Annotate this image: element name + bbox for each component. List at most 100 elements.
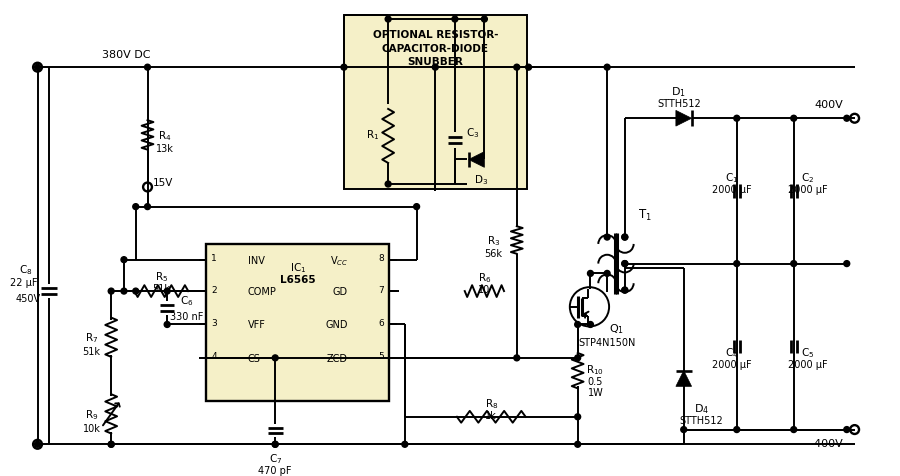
Text: D$_1$: D$_1$	[671, 85, 687, 99]
Text: C$_1$: C$_1$	[725, 171, 739, 185]
Circle shape	[680, 426, 687, 433]
Circle shape	[734, 261, 740, 267]
Circle shape	[272, 355, 278, 361]
Circle shape	[432, 65, 438, 71]
Polygon shape	[469, 152, 484, 168]
Circle shape	[844, 261, 850, 267]
Text: 1k: 1k	[485, 410, 497, 420]
Text: 10: 10	[478, 285, 491, 295]
Text: 10k: 10k	[83, 423, 101, 433]
Text: 15V: 15V	[152, 178, 173, 188]
Text: R$_1$: R$_1$	[365, 128, 379, 141]
Text: C$_5$: C$_5$	[801, 346, 814, 359]
Text: VFF: VFF	[248, 320, 266, 330]
Text: IC$_1$: IC$_1$	[290, 261, 306, 275]
Text: 51k: 51k	[83, 346, 101, 356]
Circle shape	[791, 426, 796, 433]
Circle shape	[108, 441, 114, 447]
Text: CAPACITOR-DIODE: CAPACITOR-DIODE	[382, 43, 489, 53]
Text: 2000 µF: 2000 µF	[788, 185, 827, 195]
Circle shape	[145, 204, 150, 210]
Text: SNUBBER: SNUBBER	[408, 57, 464, 67]
Circle shape	[452, 17, 458, 23]
Text: CS: CS	[248, 353, 261, 363]
Text: 3: 3	[212, 318, 217, 327]
Circle shape	[133, 204, 139, 210]
Text: 470 pF: 470 pF	[258, 465, 292, 475]
Text: 8: 8	[378, 254, 384, 263]
Text: INV: INV	[248, 255, 265, 265]
Circle shape	[844, 426, 850, 433]
Text: 7: 7	[378, 285, 384, 294]
Circle shape	[108, 441, 114, 447]
Circle shape	[622, 235, 628, 240]
Text: 2: 2	[212, 285, 217, 294]
Text: 2000 µF: 2000 µF	[712, 359, 751, 369]
Circle shape	[34, 65, 40, 71]
Circle shape	[622, 261, 628, 267]
Circle shape	[575, 355, 580, 361]
Text: 0.5: 0.5	[588, 377, 603, 387]
Text: C$_8$: C$_8$	[19, 263, 32, 277]
Text: D$_3$: D$_3$	[474, 173, 489, 187]
Circle shape	[526, 65, 532, 71]
Text: 5: 5	[378, 352, 384, 361]
Text: R$_3$: R$_3$	[487, 234, 500, 248]
Text: 330 nF: 330 nF	[170, 311, 203, 321]
Circle shape	[514, 355, 519, 361]
Text: 1: 1	[212, 254, 217, 263]
Bar	[206, 245, 389, 401]
Circle shape	[272, 441, 278, 447]
Circle shape	[121, 288, 127, 295]
Circle shape	[734, 116, 740, 122]
Circle shape	[604, 65, 610, 71]
Text: C$_6$: C$_6$	[180, 293, 194, 307]
Circle shape	[482, 17, 487, 23]
Text: STTH512: STTH512	[657, 99, 701, 109]
Text: R$_9$: R$_9$	[85, 407, 98, 421]
Circle shape	[588, 322, 593, 328]
Circle shape	[575, 414, 580, 420]
Text: COMP: COMP	[248, 287, 276, 297]
Circle shape	[622, 235, 628, 240]
Circle shape	[121, 257, 127, 263]
Circle shape	[341, 65, 346, 71]
Text: OPTIONAL RESISTOR-: OPTIONAL RESISTOR-	[373, 30, 498, 40]
Text: 400V: 400V	[814, 100, 842, 110]
Text: 2000 µF: 2000 µF	[788, 359, 827, 369]
Circle shape	[272, 441, 278, 447]
Text: R$_6$: R$_6$	[478, 271, 491, 285]
Circle shape	[108, 288, 114, 295]
Text: R$_7$: R$_7$	[85, 331, 98, 345]
Circle shape	[133, 288, 139, 295]
Text: 13k: 13k	[157, 143, 174, 153]
Polygon shape	[676, 111, 691, 127]
Text: C$_2$: C$_2$	[801, 171, 814, 185]
Circle shape	[622, 288, 628, 293]
Text: 1W: 1W	[588, 387, 603, 397]
Text: 4: 4	[212, 352, 217, 361]
Circle shape	[622, 261, 628, 267]
Polygon shape	[676, 371, 691, 387]
Circle shape	[588, 271, 593, 277]
Text: D$_4$: D$_4$	[694, 401, 709, 415]
Text: R$_5$: R$_5$	[155, 270, 168, 284]
Text: -400V: -400V	[810, 438, 842, 448]
Text: C$_4$: C$_4$	[725, 346, 739, 359]
Text: C$_7$: C$_7$	[268, 451, 282, 465]
Circle shape	[414, 204, 419, 210]
Circle shape	[604, 235, 610, 240]
Text: 22 µF: 22 µF	[10, 278, 38, 288]
Bar	[344, 16, 526, 189]
Text: 56k: 56k	[484, 248, 502, 258]
Text: 380V DC: 380V DC	[102, 50, 150, 60]
Circle shape	[844, 116, 850, 122]
Text: Q$_1$: Q$_1$	[609, 322, 625, 336]
Text: GD: GD	[333, 287, 348, 297]
Circle shape	[791, 261, 796, 267]
Circle shape	[575, 322, 580, 328]
Text: R$_8$: R$_8$	[484, 397, 498, 410]
Circle shape	[575, 441, 580, 447]
Text: STP4N150N: STP4N150N	[579, 337, 635, 347]
Text: C$_3$: C$_3$	[466, 126, 480, 139]
